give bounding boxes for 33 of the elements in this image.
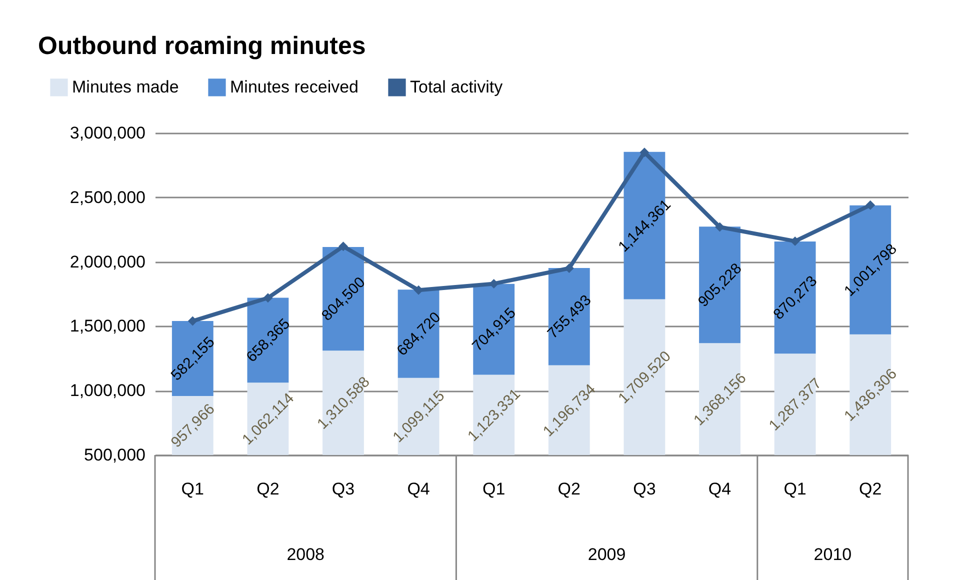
- point: [338, 242, 348, 252]
- y-tick-label: 1,000,000: [70, 381, 146, 400]
- x-tick-label: Q3: [633, 480, 656, 498]
- legend-label: Total activity: [410, 77, 504, 96]
- point: [188, 316, 198, 326]
- x-tick-label: Q1: [784, 480, 806, 498]
- text: 2010: [814, 545, 852, 564]
- x-tick-label: Q2: [859, 480, 882, 498]
- x-tick-label: Q4: [407, 480, 430, 498]
- y-tick-label: 1,500,000: [70, 316, 146, 336]
- x-tick-label: Q1: [181, 480, 204, 498]
- point: [866, 200, 876, 210]
- y-tick-label: 2,000,000: [70, 252, 146, 272]
- legend-label: Minutes received: [230, 77, 359, 96]
- chart-title: Outbound roaming minutes: [38, 32, 366, 60]
- point: [790, 236, 800, 246]
- point: [715, 222, 724, 232]
- y-tick-label: 2,500,000: [70, 188, 146, 207]
- y-tick-label: 3,000,000: [70, 124, 146, 142]
- text: 2008: [286, 545, 325, 564]
- point: [564, 263, 574, 273]
- point: [640, 148, 650, 158]
- x-tick-label: Q2: [256, 480, 280, 498]
- x-tick-label: Q4: [708, 480, 732, 498]
- x-tick-label: Q1: [482, 480, 506, 498]
- point: [489, 278, 499, 288]
- x-tick-label: Q2: [558, 480, 580, 498]
- text: 2009: [588, 545, 626, 564]
- x-tick-label: Q3: [332, 480, 355, 498]
- point: [263, 293, 273, 303]
- y-tick-label: 500,000: [84, 446, 146, 464]
- point: [414, 285, 424, 295]
- legend-label: Minutes made: [72, 77, 179, 96]
